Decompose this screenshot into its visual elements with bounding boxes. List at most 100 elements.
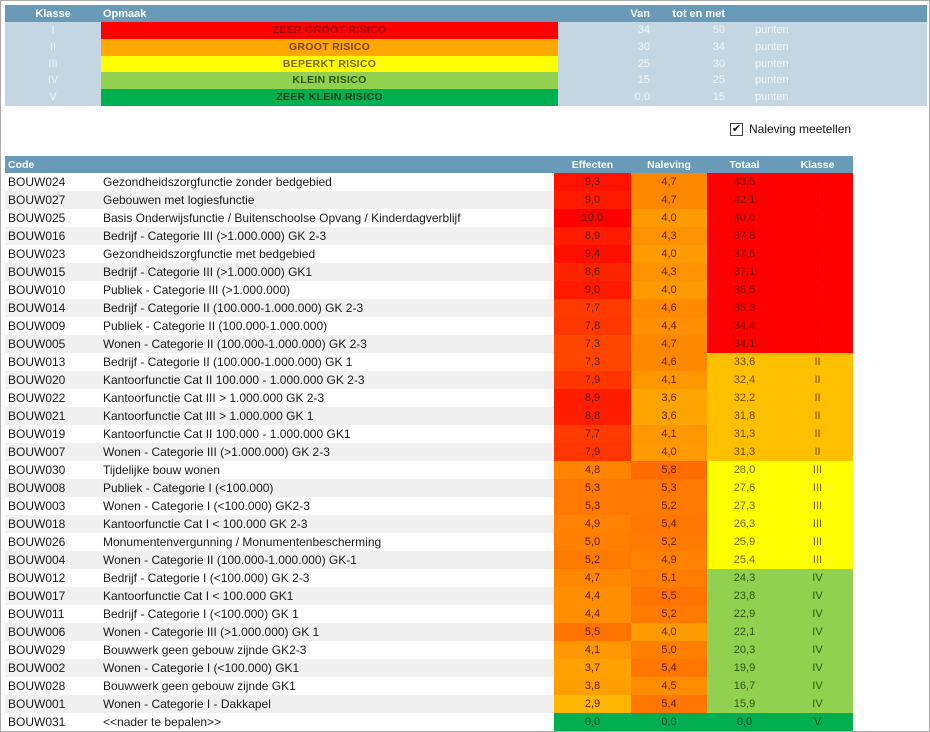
effecten-cell[interactable]: 4,7 [554,569,631,587]
omschrijving-cell[interactable]: Wonen - Categorie I (<100.000) GK1 [101,659,554,677]
naleving-cell[interactable]: 5,4 [631,659,707,677]
omschrijving-cell[interactable]: Monumentenvergunning / Monumentenbescher… [101,533,554,551]
code-cell[interactable]: BOUW020 [5,371,101,389]
effecten-cell[interactable]: 5,3 [554,479,631,497]
effecten-cell[interactable]: 4,4 [554,605,631,623]
code-cell[interactable]: BOUW031 [5,713,101,731]
totaal-cell[interactable]: 20,3 [707,641,782,659]
naleving-cell[interactable]: 4,7 [631,191,707,209]
omschrijving-cell[interactable]: Bedrijf - Categorie II (100.000-1.000.00… [101,299,554,317]
totaal-cell[interactable]: 42,1 [707,191,782,209]
klasse-cell[interactable]: IV [782,587,853,605]
omschrijving-cell[interactable]: Bedrijf - Categorie II (100.000-1.000.00… [101,353,554,371]
effecten-cell[interactable]: 9,0 [554,281,631,299]
totaal-cell[interactable]: 37,8 [707,227,782,245]
effecten-cell[interactable]: 7,8 [554,317,631,335]
omschrijving-cell[interactable]: Bedrijf - Categorie III (>1.000.000) GK … [101,227,554,245]
klasse-cell[interactable]: II [782,389,853,407]
totaal-cell[interactable]: 32,4 [707,371,782,389]
effecten-cell[interactable]: 7,7 [554,299,631,317]
totaal-cell[interactable]: 0,0 [707,713,782,731]
klasse-cell[interactable]: III [782,533,853,551]
klasse-cell[interactable]: I [782,173,853,191]
omschrijving-cell[interactable]: Gezondheidszorgfunctie met bedgebied [101,245,554,263]
code-cell[interactable]: BOUW002 [5,659,101,677]
totaal-cell[interactable]: 22,1 [707,623,782,641]
omschrijving-cell[interactable]: Kantoorfunctie Cat II 100.000 - 1.000.00… [101,371,554,389]
code-cell[interactable]: BOUW030 [5,461,101,479]
code-cell[interactable]: BOUW003 [5,497,101,515]
klasse-cell[interactable]: III [782,515,853,533]
totaal-cell[interactable]: 16,7 [707,677,782,695]
code-cell[interactable]: BOUW026 [5,533,101,551]
code-cell[interactable]: BOUW028 [5,677,101,695]
naleving-cell[interactable]: 4,5 [631,677,707,695]
totaal-cell[interactable]: 43,5 [707,173,782,191]
effecten-cell[interactable]: 7,3 [554,335,631,353]
effecten-cell[interactable]: 8,9 [554,389,631,407]
klasse-cell[interactable]: I [782,245,853,263]
code-cell[interactable]: BOUW004 [5,551,101,569]
omschrijving-cell[interactable]: Kantoorfunctie Cat I < 100.000 GK1 [101,587,554,605]
code-cell[interactable]: BOUW027 [5,191,101,209]
effecten-cell[interactable]: 5,0 [554,533,631,551]
effecten-cell[interactable]: 4,1 [554,641,631,659]
effecten-cell[interactable]: 4,4 [554,587,631,605]
omschrijving-cell[interactable]: Publiek - Categorie III (>1.000.000) [101,281,554,299]
naleving-cell[interactable]: 5,2 [631,533,707,551]
effecten-cell[interactable]: 9,4 [554,245,631,263]
totaal-cell[interactable]: 26,3 [707,515,782,533]
effecten-cell[interactable]: 4,8 [554,461,631,479]
omschrijving-cell[interactable]: Publiek - Categorie II (100.000-1.000.00… [101,317,554,335]
omschrijving-cell[interactable]: Wonen - Categorie I (<100.000) GK2-3 [101,497,554,515]
naleving-cell[interactable]: 4,1 [631,425,707,443]
code-cell[interactable]: BOUW019 [5,425,101,443]
effecten-cell[interactable]: 8,6 [554,263,631,281]
totaal-cell[interactable]: 27,3 [707,497,782,515]
effecten-cell[interactable]: 7,9 [554,443,631,461]
omschrijving-cell[interactable]: Gezondheidszorgfunctie zonder bedgebied [101,173,554,191]
naleving-cell[interactable]: 0,0 [631,713,707,731]
klasse-cell[interactable]: I [782,227,853,245]
klasse-cell[interactable]: I [782,299,853,317]
totaal-cell[interactable]: 40,0 [707,209,782,227]
code-cell[interactable]: BOUW012 [5,569,101,587]
klasse-cell[interactable]: IV [782,641,853,659]
klasse-cell[interactable]: I [782,281,853,299]
naleving-cell[interactable]: 4,0 [631,281,707,299]
effecten-cell[interactable]: 10,0 [554,209,631,227]
omschrijving-cell[interactable]: Wonen - Categorie I - Dakkapel [101,695,554,713]
totaal-cell[interactable]: 34,4 [707,317,782,335]
effecten-cell[interactable]: 8,8 [554,407,631,425]
totaal-cell[interactable]: 19,9 [707,659,782,677]
klasse-cell[interactable]: I [782,317,853,335]
naleving-meetellen-checkbox[interactable]: ✔ Naleving meetellen [730,121,851,137]
omschrijving-cell[interactable]: Gebouwen met logiesfunctie [101,191,554,209]
code-cell[interactable]: BOUW017 [5,587,101,605]
klasse-cell[interactable]: V [782,713,853,731]
klasse-cell[interactable]: IV [782,659,853,677]
omschrijving-cell[interactable]: Wonen - Categorie III (>1.000.000) GK 1 [101,623,554,641]
naleving-cell[interactable]: 4,9 [631,551,707,569]
naleving-cell[interactable]: 3,6 [631,407,707,425]
totaal-cell[interactable]: 22,9 [707,605,782,623]
klasse-cell[interactable]: IV [782,623,853,641]
code-cell[interactable]: BOUW008 [5,479,101,497]
omschrijving-cell[interactable]: Wonen - Categorie III (>1.000.000) GK 2-… [101,443,554,461]
totaal-cell[interactable]: 35,3 [707,299,782,317]
klasse-cell[interactable]: II [782,353,853,371]
omschrijving-cell[interactable]: Publiek - Categorie I (<100.000) [101,479,554,497]
code-cell[interactable]: BOUW016 [5,227,101,245]
naleving-cell[interactable]: 4,0 [631,209,707,227]
klasse-cell[interactable]: III [782,461,853,479]
totaal-cell[interactable]: 25,9 [707,533,782,551]
naleving-cell[interactable]: 4,3 [631,227,707,245]
totaal-cell[interactable]: 31,8 [707,407,782,425]
naleving-cell[interactable]: 4,3 [631,263,707,281]
code-cell[interactable]: BOUW010 [5,281,101,299]
klasse-cell[interactable]: II [782,425,853,443]
totaal-cell[interactable]: 34,1 [707,335,782,353]
code-cell[interactable]: BOUW021 [5,407,101,425]
klasse-cell[interactable]: IV [782,695,853,713]
totaal-cell[interactable]: 15,9 [707,695,782,713]
